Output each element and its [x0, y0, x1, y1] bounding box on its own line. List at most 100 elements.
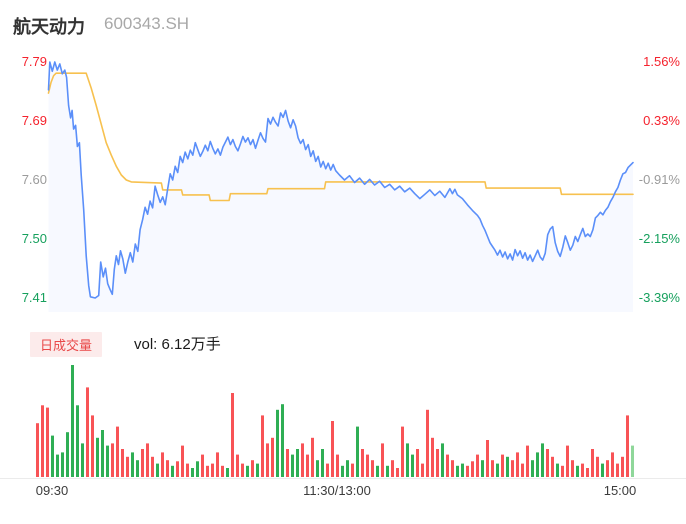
- volume-bar: [506, 456, 509, 477]
- price-axis-label: 7.79: [21, 54, 47, 69]
- volume-bar: [496, 463, 499, 477]
- volume-bar: [381, 443, 384, 477]
- volume-bar: [421, 463, 424, 477]
- volume-bar: [156, 463, 159, 477]
- volume-value: vol: 6.12万手: [134, 336, 221, 353]
- volume-bar: [331, 421, 334, 477]
- price-axis-label: 7.60: [21, 172, 47, 187]
- volume-bar: [541, 443, 544, 477]
- volume-bar: [276, 409, 279, 477]
- volume-bar: [566, 445, 569, 477]
- volume-bar: [41, 405, 44, 477]
- volume-bar: [391, 460, 394, 477]
- volume-bar: [521, 463, 524, 477]
- volume-bar: [481, 460, 484, 477]
- volume-bar: [161, 452, 164, 477]
- volume-bar: [306, 454, 309, 477]
- volume-bar: [416, 449, 419, 477]
- price-axis-label: 7.69: [21, 113, 47, 128]
- volume-bar: [266, 443, 269, 477]
- volume-chart[interactable]: [0, 360, 686, 478]
- volume-bar: [211, 463, 214, 477]
- percent-axis-label: -3.39%: [638, 290, 680, 305]
- volume-bar: [126, 456, 129, 477]
- volume-bar: [36, 423, 39, 477]
- volume-bar: [596, 456, 599, 477]
- volume-bar: [56, 454, 59, 477]
- volume-bar: [216, 452, 219, 477]
- volume-bar: [456, 465, 459, 477]
- volume-bar: [511, 460, 514, 477]
- volume-bar: [261, 415, 264, 477]
- stock-name: 航天动力: [13, 17, 85, 37]
- volume-bar: [176, 461, 179, 477]
- volume-bar: [546, 449, 549, 477]
- volume-bar: [476, 454, 479, 477]
- volume-bar: [246, 465, 249, 477]
- volume-bar: [206, 465, 209, 477]
- volume-bar: [236, 454, 239, 477]
- volume-bar: [426, 409, 429, 477]
- volume-bar: [136, 460, 139, 477]
- volume-bar: [401, 426, 404, 477]
- volume-bar: [151, 456, 154, 477]
- volume-bar: [606, 460, 609, 477]
- volume-bar: [301, 443, 304, 477]
- volume-bar: [631, 445, 634, 477]
- percent-axis-label: -0.91%: [638, 172, 680, 187]
- volume-bar: [46, 407, 49, 477]
- volume-bar: [196, 461, 199, 477]
- percent-axis-label: -2.15%: [638, 231, 680, 246]
- volume-bar: [351, 463, 354, 477]
- volume-bar: [461, 463, 464, 477]
- volume-bar: [141, 449, 144, 477]
- volume-bar: [356, 426, 359, 477]
- volume-bar: [286, 449, 289, 477]
- time-axis-divider: [0, 478, 686, 479]
- price-area-fill: [48, 62, 633, 312]
- volume-bar: [171, 465, 174, 477]
- volume-bar: [386, 465, 389, 477]
- volume-bar: [81, 443, 84, 477]
- volume-bar: [396, 468, 399, 477]
- volume-bar: [621, 456, 624, 477]
- volume-bar: [201, 454, 204, 477]
- volume-bar: [571, 460, 574, 477]
- volume-bar: [526, 445, 529, 477]
- volume-bar: [556, 463, 559, 477]
- volume-bar: [111, 443, 114, 477]
- volume-bar: [116, 426, 119, 477]
- volume-bar: [616, 463, 619, 477]
- volume-bar: [251, 460, 254, 477]
- volume-bar: [86, 387, 89, 477]
- price-chart[interactable]: [0, 0, 686, 330]
- volume-bar: [466, 465, 469, 477]
- volume-bar: [591, 449, 594, 477]
- volume-bar: [341, 465, 344, 477]
- volume-bar: [321, 449, 324, 477]
- volume-bar: [96, 437, 99, 477]
- volume-bar: [486, 440, 489, 477]
- percent-axis-label: 1.56%: [643, 54, 680, 69]
- volume-bar: [76, 405, 79, 477]
- price-line: [47, 61, 634, 299]
- volume-bar: [281, 404, 284, 477]
- volume-bar: [441, 443, 444, 477]
- volume-bar: [271, 437, 274, 477]
- volume-bar: [406, 443, 409, 477]
- volume-tab-badge[interactable]: 日成交量: [30, 332, 103, 357]
- volume-bar: [536, 452, 539, 477]
- volume-bar: [411, 454, 414, 477]
- volume-bar: [316, 460, 319, 477]
- volume-bar: [586, 468, 589, 477]
- volume-bar: [576, 465, 579, 477]
- volume-bar: [501, 454, 504, 477]
- volume-bar: [336, 454, 339, 477]
- volume-bar: [371, 460, 374, 477]
- volume-bar: [581, 463, 584, 477]
- volume-bar: [66, 432, 69, 477]
- volume-bar: [291, 454, 294, 477]
- volume-bar: [446, 454, 449, 477]
- volume-bar: [516, 452, 519, 477]
